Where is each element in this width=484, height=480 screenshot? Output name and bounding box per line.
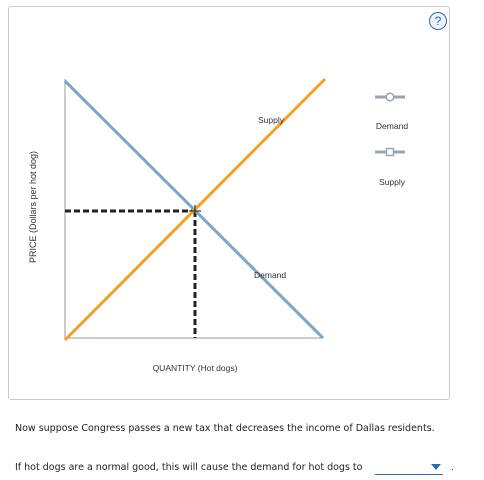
- chevron-down-icon: [431, 464, 441, 470]
- help-button[interactable]: ?: [429, 12, 447, 30]
- square-icon: [385, 147, 395, 157]
- question-prompt: If hot dogs are a normal good, this will…: [15, 462, 363, 473]
- legend-demand-label: Demand: [376, 121, 408, 131]
- supply-demand-graph: PRICE (Dollars per hot dog) Supply Deman…: [28, 77, 408, 373]
- legend-supply-label: Supply: [379, 177, 406, 187]
- demand-change-dropdown[interactable]: [375, 462, 443, 475]
- supply-curve-label: Supply: [258, 115, 285, 125]
- y-axis-label: PRICE (Dollars per hot dog): [28, 151, 38, 263]
- x-axis-label: QUANTITY (Hot dogs): [153, 363, 238, 373]
- equilibrium-point[interactable]: [189, 205, 201, 217]
- circle-icon: [385, 92, 395, 102]
- legend-supply-tool[interactable]: [375, 147, 405, 157]
- graph-panel: ? PRICE (Dollars per hot dog) Supply Dem…: [8, 6, 450, 400]
- scenario-text: Now suppose Congress passes a new tax th…: [15, 423, 435, 434]
- legend-demand-tool[interactable]: [375, 92, 405, 102]
- demand-curve-label: Demand: [254, 270, 286, 280]
- sentence-period: .: [451, 462, 454, 473]
